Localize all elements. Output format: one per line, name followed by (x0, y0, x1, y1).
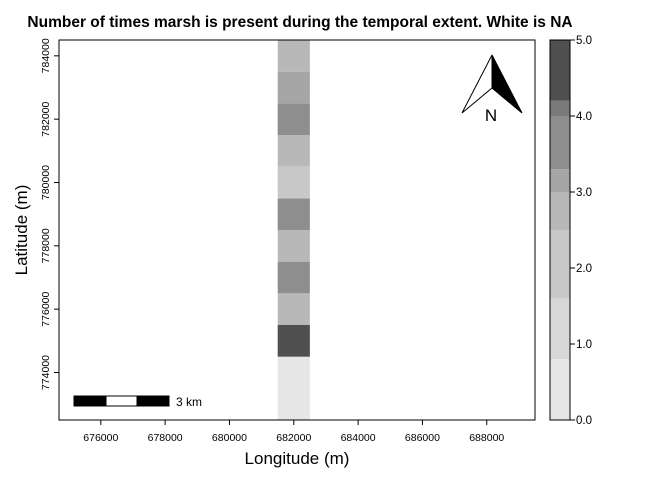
y-tick-label: 778000 (40, 228, 52, 263)
colorbar-band-0 (550, 359, 570, 420)
map-frame (58, 39, 536, 421)
colorbar-band-7 (550, 40, 570, 101)
y-tick-label: 774000 (40, 355, 52, 390)
north-label: N (485, 106, 497, 125)
colorbar-band-5 (550, 116, 570, 170)
x-tick-label: 682000 (276, 432, 311, 444)
raster-cell-5 (277, 198, 310, 230)
x-tick-label: 676000 (83, 432, 118, 444)
y-axis-label: Latitude (m) (12, 184, 31, 276)
raster-cell-6 (277, 166, 310, 199)
colorbar: 0.0 1.0 2.0 3.0 4.0 5.0 (549, 35, 592, 427)
raster-cell-8 (277, 103, 310, 135)
colorbar-tick-label: 0.0 (576, 415, 592, 427)
x-tick-label: 680000 (212, 432, 247, 444)
x-tick-label: 684000 (341, 432, 376, 444)
x-axis-label: Longitude (m) (244, 449, 350, 468)
colorbar-band-2 (550, 230, 570, 299)
map-title: Number of times marsh is present during … (27, 14, 573, 31)
x-axis: 676000 678000 680000 682000 684000 686000 6880… (83, 420, 504, 444)
x-tick-label: 686000 (405, 432, 440, 444)
raster-cell-10 (277, 40, 310, 72)
north-arrow-icon: N (461, 54, 523, 125)
scale-bar: 3 km (73, 395, 202, 409)
colorbar-band-4 (550, 169, 570, 192)
y-axis: 774000 776000 778000 780000 782000 784000 (40, 38, 59, 390)
y-tick-label: 784000 (40, 38, 52, 73)
colorbar-tick-label: 1.0 (576, 339, 592, 351)
raster-cell-3 (277, 261, 310, 294)
raster-cell-2 (277, 293, 310, 325)
colorbar-frame (549, 39, 571, 421)
y-tick-label: 776000 (40, 291, 52, 326)
colorbar-tick-label: 2.0 (576, 263, 592, 275)
raster-cell-4 (277, 230, 310, 262)
y-tick-label: 782000 (40, 101, 52, 136)
scale-bar-label: 3 km (176, 395, 202, 409)
x-tick-label: 678000 (148, 432, 183, 444)
x-tick-label: 688000 (469, 432, 504, 444)
raster-cell-1 (277, 325, 310, 357)
colorbar-tick-label: 4.0 (576, 111, 592, 123)
colorbar-band-3 (550, 192, 570, 230)
raster-layer (277, 40, 310, 420)
raster-cell-9 (277, 71, 310, 104)
y-tick-label: 780000 (40, 165, 52, 200)
colorbar-band-1 (550, 298, 570, 360)
raster-cell-7 (277, 135, 310, 167)
colorbar-tick-label: 5.0 (576, 35, 592, 47)
colorbar-band-6 (550, 100, 570, 116)
raster-cell-0 (277, 356, 310, 420)
colorbar-tick-label: 3.0 (576, 187, 592, 199)
